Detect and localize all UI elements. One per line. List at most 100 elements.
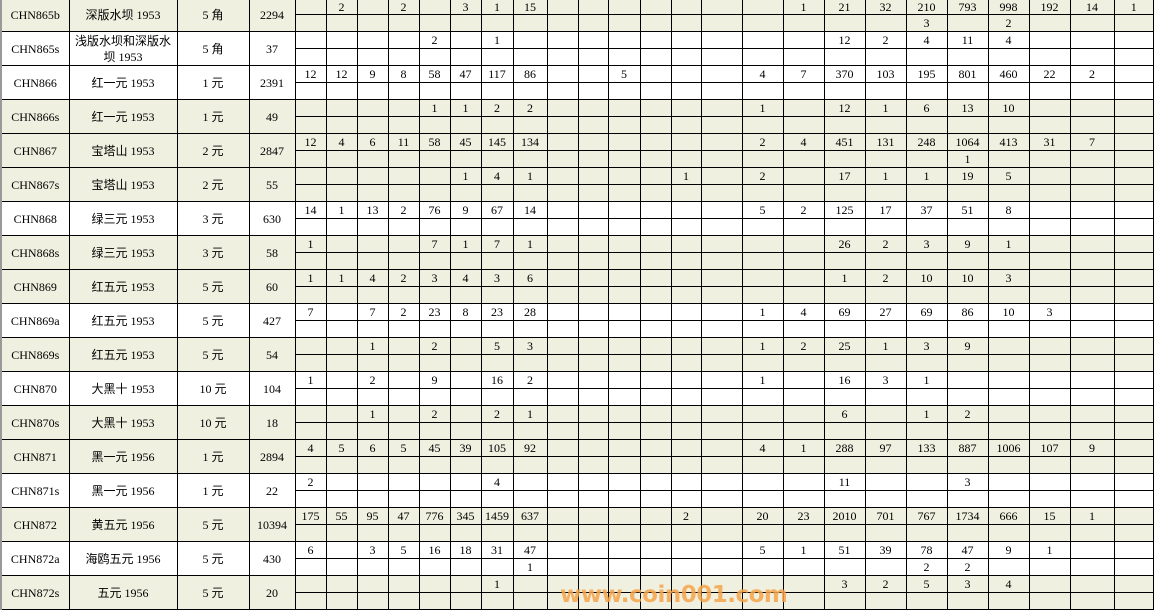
count-cell[interactable]: 2 xyxy=(670,507,702,525)
count-cell-lower[interactable] xyxy=(700,490,743,508)
count-cell[interactable] xyxy=(546,303,579,321)
count-cell[interactable] xyxy=(1028,167,1071,185)
count-cell[interactable] xyxy=(670,303,702,321)
count-cell-lower[interactable] xyxy=(512,184,548,202)
count-cell-lower[interactable]: 2 xyxy=(905,558,948,576)
count-cell[interactable]: 22 xyxy=(1028,65,1071,83)
count-cell-lower[interactable] xyxy=(782,218,825,236)
count-cell[interactable]: 11 xyxy=(387,133,420,151)
count-cell-lower[interactable] xyxy=(864,320,907,338)
count-cell[interactable]: 2 xyxy=(480,405,514,423)
count-cell[interactable]: 45 xyxy=(418,439,451,457)
count-cell[interactable] xyxy=(512,473,548,491)
count-cell[interactable]: 6 xyxy=(905,99,948,117)
count-cell-lower[interactable] xyxy=(387,592,420,610)
count-cell[interactable]: 7 xyxy=(1069,133,1115,151)
count-cell[interactable] xyxy=(782,99,825,117)
count-cell[interactable]: 2 xyxy=(512,371,548,389)
count-cell[interactable]: 3 xyxy=(823,575,866,593)
count-cell[interactable]: 2 xyxy=(782,337,825,355)
count-cell-lower[interactable] xyxy=(987,48,1030,66)
count-cell[interactable]: 3 xyxy=(987,269,1030,287)
count-cell-lower[interactable] xyxy=(387,48,420,66)
count-cell[interactable]: 2 xyxy=(325,0,358,15)
count-cell[interactable] xyxy=(670,65,702,83)
count-cell[interactable] xyxy=(546,439,579,457)
code-cell[interactable]: CHN872a xyxy=(0,541,70,576)
count-cell-lower[interactable] xyxy=(449,422,482,440)
count-cell-lower[interactable] xyxy=(1028,422,1071,440)
count-cell[interactable] xyxy=(546,99,579,117)
count-cell-lower[interactable] xyxy=(607,558,641,576)
count-cell[interactable] xyxy=(325,337,358,355)
count-cell-lower[interactable] xyxy=(670,82,702,100)
count-cell-lower[interactable] xyxy=(1113,286,1154,304)
count-cell[interactable]: 47 xyxy=(387,507,420,525)
count-cell[interactable] xyxy=(670,269,702,287)
count-cell[interactable]: 776 xyxy=(418,507,451,525)
count-cell-lower[interactable] xyxy=(670,48,702,66)
count-cell[interactable] xyxy=(1028,235,1071,253)
count-cell[interactable]: 16 xyxy=(823,371,866,389)
count-cell-lower[interactable] xyxy=(1028,116,1071,134)
count-cell[interactable]: 7 xyxy=(294,303,327,321)
count-cell[interactable]: 39 xyxy=(449,439,482,457)
count-cell-lower[interactable] xyxy=(418,116,451,134)
count-cell[interactable]: 998 xyxy=(987,0,1030,15)
count-cell-lower[interactable] xyxy=(418,388,451,406)
count-cell-lower[interactable] xyxy=(577,354,609,372)
count-cell-lower[interactable] xyxy=(387,14,420,32)
count-cell[interactable]: 637 xyxy=(512,507,548,525)
count-cell[interactable] xyxy=(700,473,743,491)
count-cell[interactable] xyxy=(782,31,825,49)
count-cell[interactable] xyxy=(1069,99,1115,117)
count-cell[interactable]: 8 xyxy=(449,303,482,321)
count-cell[interactable] xyxy=(700,507,743,525)
count-cell-lower[interactable] xyxy=(607,252,641,270)
name-cell[interactable]: 黑一元 1956 xyxy=(68,473,178,508)
count-cell[interactable]: 13 xyxy=(946,99,989,117)
count-cell[interactable]: 23 xyxy=(418,303,451,321)
count-cell-lower[interactable] xyxy=(294,592,327,610)
count-cell-lower[interactable] xyxy=(741,82,784,100)
count-cell[interactable] xyxy=(1069,371,1115,389)
count-cell[interactable] xyxy=(577,439,609,457)
count-cell[interactable] xyxy=(782,405,825,423)
count-cell[interactable] xyxy=(1028,405,1071,423)
count-cell-lower[interactable] xyxy=(670,184,702,202)
count-cell[interactable]: 370 xyxy=(823,65,866,83)
count-cell-lower[interactable] xyxy=(905,490,948,508)
count-cell-lower[interactable] xyxy=(946,490,989,508)
count-cell-lower[interactable] xyxy=(325,48,358,66)
count-cell[interactable] xyxy=(1069,575,1115,593)
count-cell-lower[interactable] xyxy=(987,422,1030,440)
count-cell[interactable]: 2 xyxy=(356,371,389,389)
count-cell-lower[interactable] xyxy=(480,184,514,202)
count-cell-lower[interactable] xyxy=(670,388,702,406)
count-cell[interactable]: 1 xyxy=(449,167,482,185)
count-cell[interactable]: 32 xyxy=(864,0,907,15)
count-cell[interactable] xyxy=(1028,99,1071,117)
count-cell-lower[interactable] xyxy=(449,558,482,576)
count-cell[interactable] xyxy=(1113,235,1154,253)
count-cell-lower[interactable] xyxy=(823,320,866,338)
count-cell-lower[interactable] xyxy=(480,14,514,32)
count-cell-lower[interactable] xyxy=(1028,592,1071,610)
count-cell-lower[interactable] xyxy=(387,286,420,304)
count-cell[interactable]: 27 xyxy=(864,303,907,321)
count-cell[interactable] xyxy=(577,31,609,49)
count-cell[interactable] xyxy=(607,31,641,49)
count-cell-lower[interactable] xyxy=(480,320,514,338)
count-cell[interactable] xyxy=(607,473,641,491)
count-cell[interactable] xyxy=(387,371,420,389)
count-cell-lower[interactable] xyxy=(418,82,451,100)
count-cell[interactable]: 78 xyxy=(905,541,948,559)
count-cell-lower[interactable] xyxy=(294,388,327,406)
count-cell-lower[interactable] xyxy=(1069,14,1115,32)
count-cell-lower[interactable] xyxy=(700,592,743,610)
denomination-cell[interactable]: 5 元 xyxy=(176,303,250,338)
count-cell[interactable] xyxy=(1113,167,1154,185)
count-cell[interactable] xyxy=(639,235,672,253)
total-cell[interactable]: 58 xyxy=(248,235,296,270)
count-cell[interactable]: 192 xyxy=(1028,0,1071,15)
